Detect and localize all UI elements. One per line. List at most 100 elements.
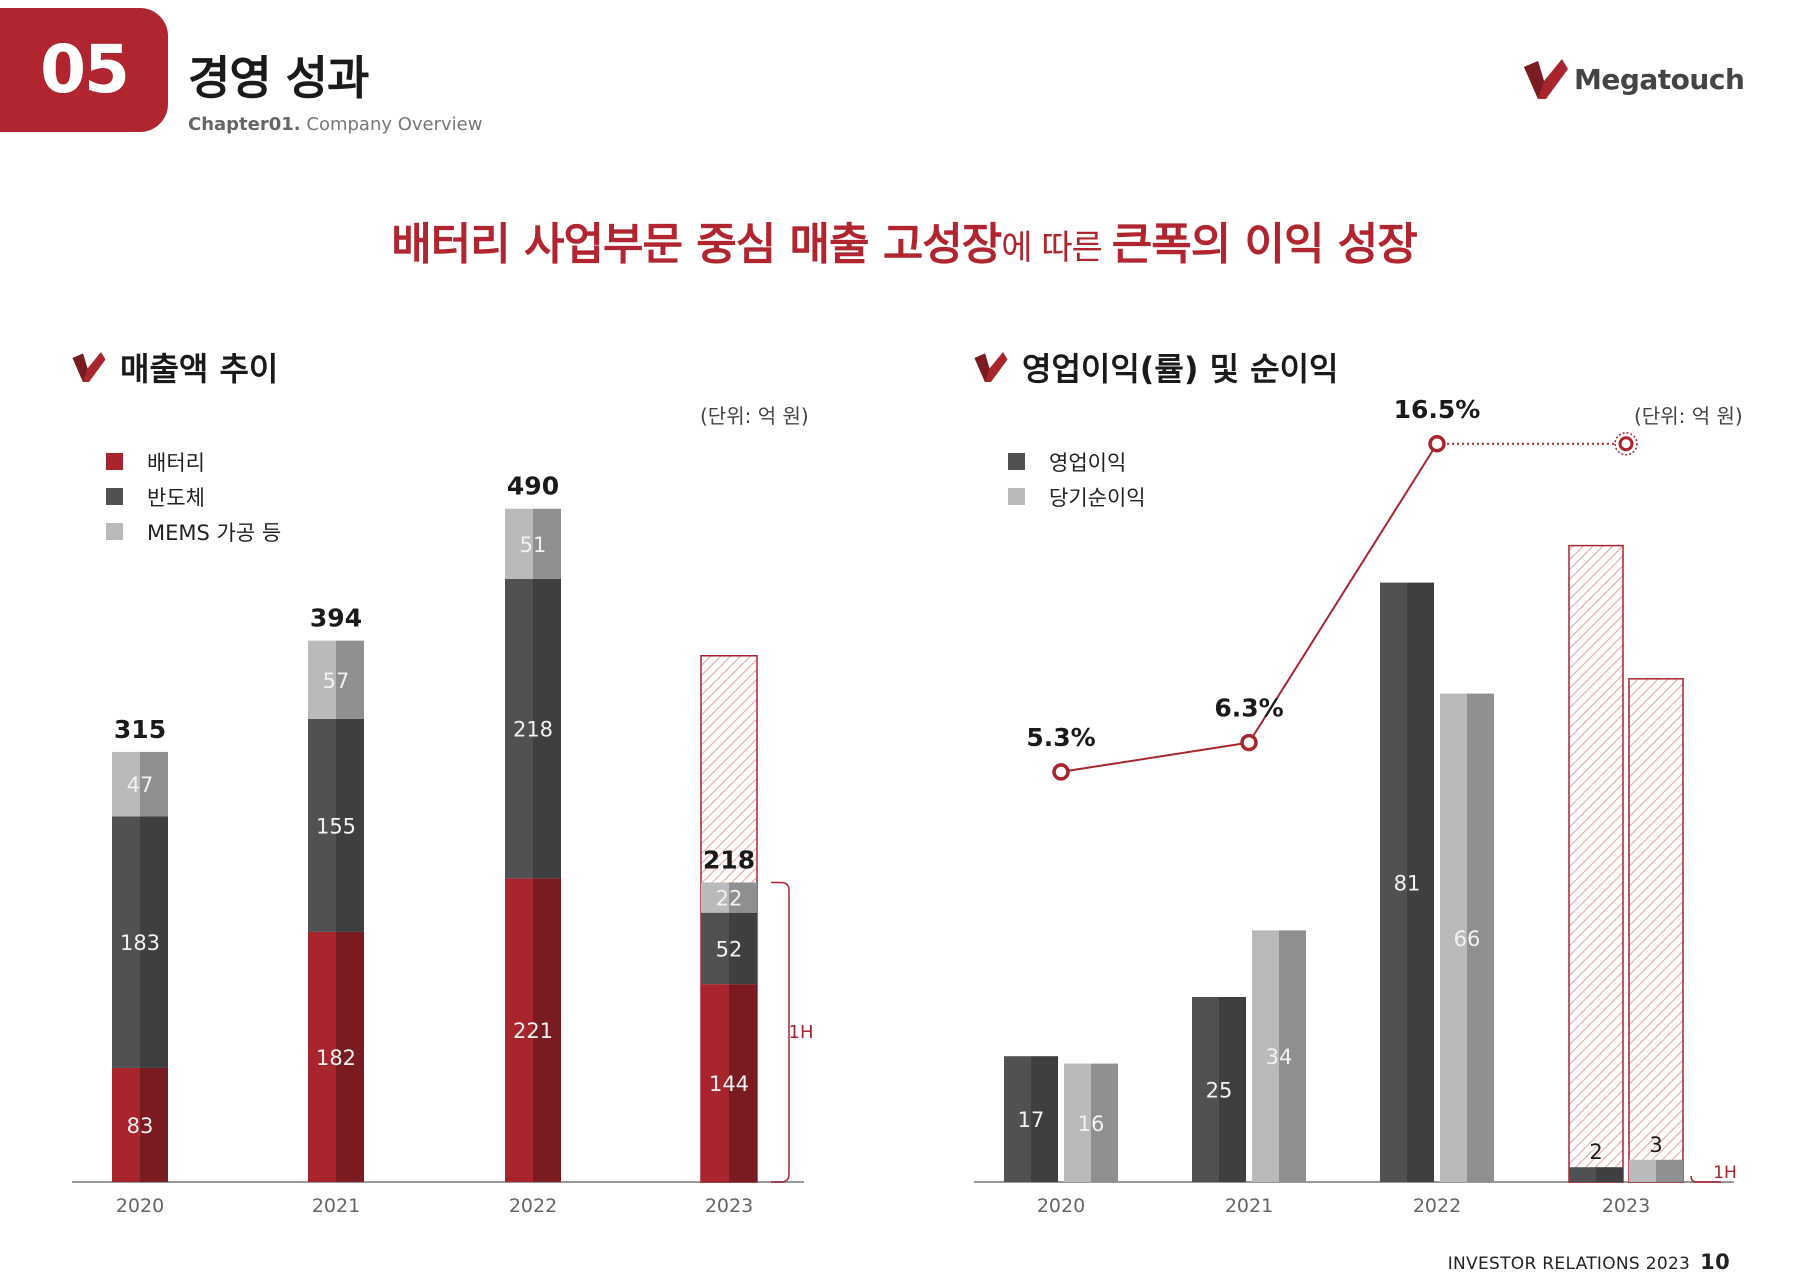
revenue-total-label: 218 <box>703 845 755 874</box>
profit-bar <box>1569 1167 1623 1182</box>
legend-label: 반도체 <box>147 485 205 510</box>
headline-part3: 큰폭의 이익 성장 <box>1111 219 1418 270</box>
revenue-legend: 배터리 반도체 MEMS 가공 등 <box>106 444 281 549</box>
profit-half-year-label: 1H <box>1713 1163 1737 1183</box>
legend-swatch <box>106 523 123 540</box>
revenue-chart-title-text: 매출액 추이 <box>120 350 279 388</box>
revenue-bar-segment-right <box>729 912 757 985</box>
profit-bar-label: 2 <box>1589 1140 1602 1164</box>
revenue-bar-segment-left <box>505 878 533 1182</box>
revenue-bar-segment <box>308 931 364 1182</box>
revenue-bar-segment-right <box>336 718 364 932</box>
revenue-chart-title: 매출액 추이 <box>72 344 278 390</box>
profit-bar <box>1192 997 1246 1182</box>
profit-bar <box>1064 1063 1118 1182</box>
revenue-bar-segment-right <box>140 816 168 1068</box>
profit-bar-right <box>1031 1056 1058 1182</box>
revenue-bar-segment-right <box>533 508 561 579</box>
revenue-bar-segment-right <box>729 984 757 1182</box>
chapter-label: Chapter01. <box>188 114 301 135</box>
profit-bar <box>1380 582 1434 1182</box>
revenue-bar-segment-left <box>505 508 533 579</box>
headline-part2: 에 따른 <box>1001 228 1112 268</box>
revenue-x-tick: 2021 <box>312 1195 360 1217</box>
profit-bar <box>1440 693 1494 1182</box>
profit-bar-label: 17 <box>1018 1108 1045 1132</box>
revenue-segment-label: 47 <box>127 773 154 797</box>
profit-bar <box>1004 1056 1058 1182</box>
chapter-name: Company Overview <box>306 114 483 135</box>
revenue-segment-label: 218 <box>513 718 553 742</box>
logo-text: Megatouch <box>1574 62 1745 96</box>
revenue-segment-label: 221 <box>513 1019 553 1043</box>
legend-item-net-income: 당기순이익 <box>1008 479 1146 514</box>
check-icon <box>974 352 1008 382</box>
revenue-total-label: 394 <box>310 604 362 633</box>
profit-chart-title: 영업이익(률) 및 순이익 <box>974 344 1339 390</box>
profit-bar-left <box>1380 582 1407 1182</box>
revenue-x-tick: 2023 <box>705 1195 753 1217</box>
profit-x-tick: 2021 <box>1225 1195 1273 1217</box>
revenue-segment-label: 51 <box>520 533 547 557</box>
chapter-number: 05 <box>40 31 130 108</box>
revenue-bar-segment-left <box>505 578 533 879</box>
revenue-bar-segment-right <box>533 578 561 879</box>
profit-bar-left <box>1064 1063 1091 1182</box>
revenue-x-tick: 2022 <box>509 1195 557 1217</box>
legend-swatch <box>106 488 123 505</box>
legend-swatch <box>1008 453 1025 470</box>
revenue-bar-segment-right <box>336 931 364 1182</box>
legend-item-semiconductor: 반도체 <box>106 479 281 514</box>
revenue-segment-label: 52 <box>716 937 743 961</box>
check-icon <box>72 352 106 382</box>
profit-bar-right <box>1091 1063 1118 1182</box>
profit-bar-label: 3 <box>1649 1133 1662 1157</box>
revenue-bar-segment-left <box>112 751 140 817</box>
legend-item-mems: MEMS 가공 등 <box>106 514 281 549</box>
profit-bar-left <box>1569 1167 1596 1182</box>
revenue-bar-segment-left <box>308 640 336 719</box>
company-logo: Megatouch <box>1524 56 1745 102</box>
profit-bar-right <box>1279 930 1306 1182</box>
legend-label: 당기순이익 <box>1049 485 1146 510</box>
revenue-half-year-label: 1H <box>789 1022 814 1043</box>
revenue-bar-segment <box>112 1067 168 1182</box>
revenue-bar-segment-left <box>112 816 140 1068</box>
profit-bar-label: 25 <box>1206 1079 1233 1103</box>
profit-x-tick: 2022 <box>1413 1195 1461 1217</box>
profit-bar-label: 34 <box>1266 1045 1293 1069</box>
revenue-unit-label: (단위: 억 원) <box>700 404 809 428</box>
revenue-segment-label: 155 <box>316 814 356 838</box>
profit-forecast-bar <box>1568 544 1624 1183</box>
revenue-x-tick: 2020 <box>116 1195 164 1217</box>
profit-x-tick: 2020 <box>1037 1195 1085 1217</box>
legend-swatch <box>1008 488 1025 505</box>
revenue-bar-segment-right <box>140 1067 168 1182</box>
legend-item-operating-profit: 영업이익 <box>1008 444 1146 479</box>
profit-unit-label: (단위: 억 원) <box>1634 404 1743 428</box>
profit-bar-right <box>1407 582 1434 1182</box>
chapter-subtitle: Chapter01. Company Overview <box>188 114 482 135</box>
revenue-bar-segment <box>308 640 364 719</box>
revenue-bar-segment <box>505 578 561 879</box>
revenue-bar-segment-left <box>701 912 729 985</box>
profit-legend: 영업이익 당기순이익 <box>1008 444 1146 514</box>
margin-marker <box>1428 435 1446 453</box>
legend-label: 영업이익 <box>1049 450 1127 475</box>
revenue-bar-segment <box>701 984 757 1182</box>
revenue-segment-label: 22 <box>716 887 743 911</box>
revenue-bar-segment <box>701 912 757 985</box>
revenue-bar-segment-right <box>140 751 168 817</box>
chapter-tab <box>0 8 168 132</box>
revenue-bar-segment <box>112 751 168 817</box>
revenue-total-label: 490 <box>507 472 559 501</box>
revenue-bar-segment-left <box>701 882 729 913</box>
logo-check-icon <box>1524 59 1568 99</box>
margin-marker <box>1052 763 1070 781</box>
legend-label: 배터리 <box>147 450 205 475</box>
revenue-total-label: 315 <box>114 715 166 744</box>
section-title: 경영 성과 <box>188 51 369 105</box>
revenue-segment-label: 57 <box>323 669 350 693</box>
profit-x-tick: 2023 <box>1602 1195 1650 1217</box>
profit-bar-left <box>1004 1056 1031 1182</box>
